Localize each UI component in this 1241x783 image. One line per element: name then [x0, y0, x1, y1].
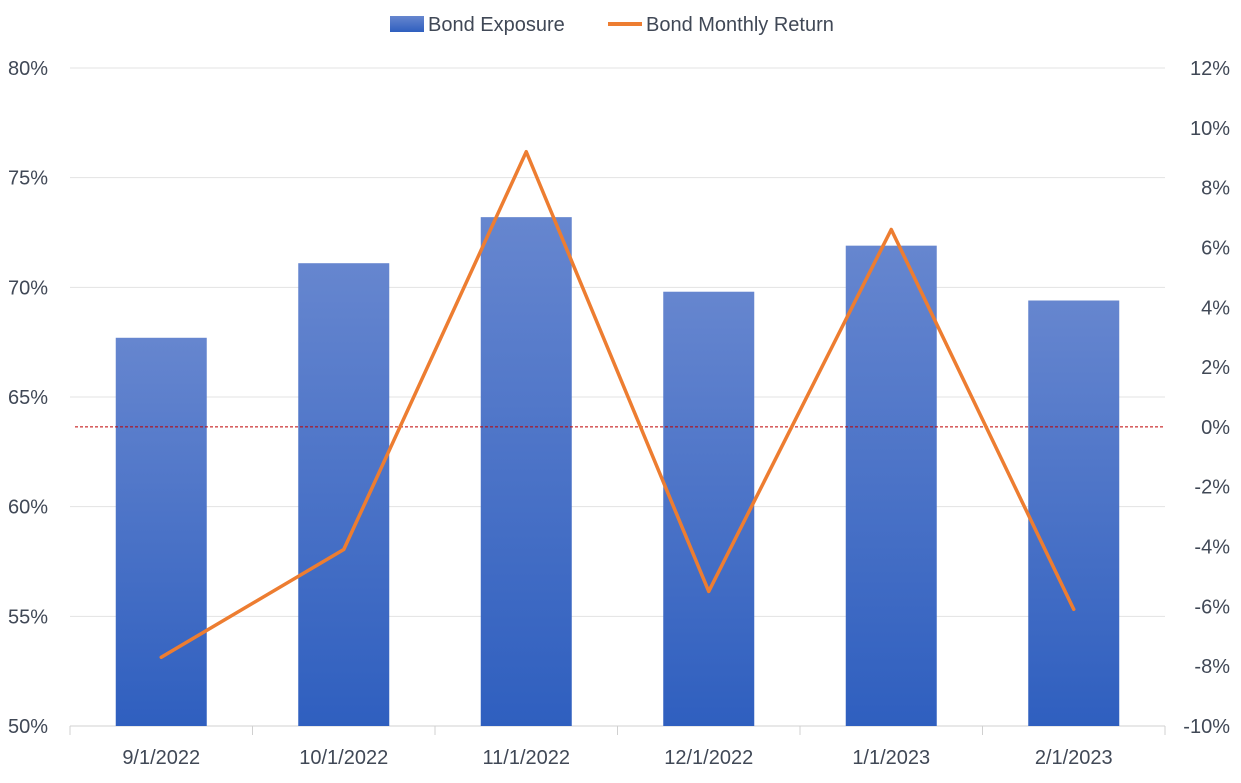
left-axis-tick-label: 70%: [8, 277, 48, 299]
bar-bond-exposure: [298, 263, 390, 726]
right-axis-tick-label: -2%: [1194, 477, 1230, 499]
right-axis-tick-label: -8%: [1194, 656, 1230, 678]
left-axis-tick-label: 75%: [8, 168, 48, 190]
left-axis-tick-label: 65%: [8, 387, 48, 409]
gridlines: [70, 67, 1165, 727]
x-axis: 9/1/2022 10/1/2022 11/1/2022 12/1/2022 1/1/2…: [69, 726, 1166, 769]
legend-label-bond-exposure: Bond Exposure: [428, 14, 565, 36]
right-axis-tick-label: 6%: [1201, 237, 1230, 259]
right-axis-tick-label: 10%: [1190, 118, 1230, 140]
line-bond-monthly-return: [159, 149, 1076, 659]
bar-bond-exposure: [115, 337, 207, 726]
bars-bond-exposure: [115, 217, 1120, 726]
x-axis-tick-label: 10/1/2022: [299, 747, 388, 769]
left-axis-tick-label: 50%: [8, 716, 48, 738]
x-axis-tick-label: 11/1/2022: [483, 747, 571, 769]
line-point-bond-monthly-return: [342, 548, 346, 552]
legend-label-bond-monthly-return: Bond Monthly Return: [646, 14, 834, 36]
left-axis-tick-label: 55%: [8, 606, 48, 628]
left-axis-tick-label: 80%: [8, 58, 48, 80]
x-axis-tick-label: 1/1/2023: [852, 747, 930, 769]
x-axis-tick-label: 9/1/2022: [122, 747, 200, 769]
line-point-bond-monthly-return: [159, 655, 163, 659]
line-point-bond-monthly-return: [707, 589, 711, 593]
right-axis-tick-label: 8%: [1201, 178, 1230, 200]
right-axis-tick-label: -4%: [1194, 537, 1230, 559]
right-y-axis: -10% -8% -6% -4% -2% 0% 2% 4% 6% 8% 10% 12%: [1183, 58, 1230, 738]
left-y-axis: 50% 55% 60% 65% 70% 75% 80%: [8, 58, 48, 738]
right-axis-tick-label: -10%: [1183, 716, 1230, 738]
legend-swatch-bond-exposure: [390, 16, 424, 32]
line-point-bond-monthly-return: [1072, 607, 1076, 611]
legend: Bond Exposure Bond Monthly Return: [390, 14, 834, 36]
bar-bond-exposure: [1028, 300, 1120, 726]
x-axis-tick-label: 12/1/2022: [664, 747, 753, 769]
left-axis-tick-label: 60%: [8, 497, 48, 519]
right-axis-tick-label: 2%: [1201, 357, 1230, 379]
line-path-bond-monthly-return: [159, 149, 1076, 659]
bar-bond-exposure: [663, 291, 755, 726]
right-axis-tick-label: -6%: [1194, 596, 1230, 618]
right-axis-tick-label: 4%: [1201, 297, 1230, 319]
right-axis-tick-label: 12%: [1190, 58, 1230, 80]
line-point-bond-monthly-return: [524, 150, 528, 154]
x-axis-tick-label: 2/1/2023: [1035, 747, 1113, 769]
right-axis-tick-label: 0%: [1201, 417, 1230, 439]
line-point-bond-monthly-return: [889, 228, 893, 232]
bar-bond-exposure: [480, 217, 572, 726]
bar-bond-exposure: [845, 245, 937, 726]
